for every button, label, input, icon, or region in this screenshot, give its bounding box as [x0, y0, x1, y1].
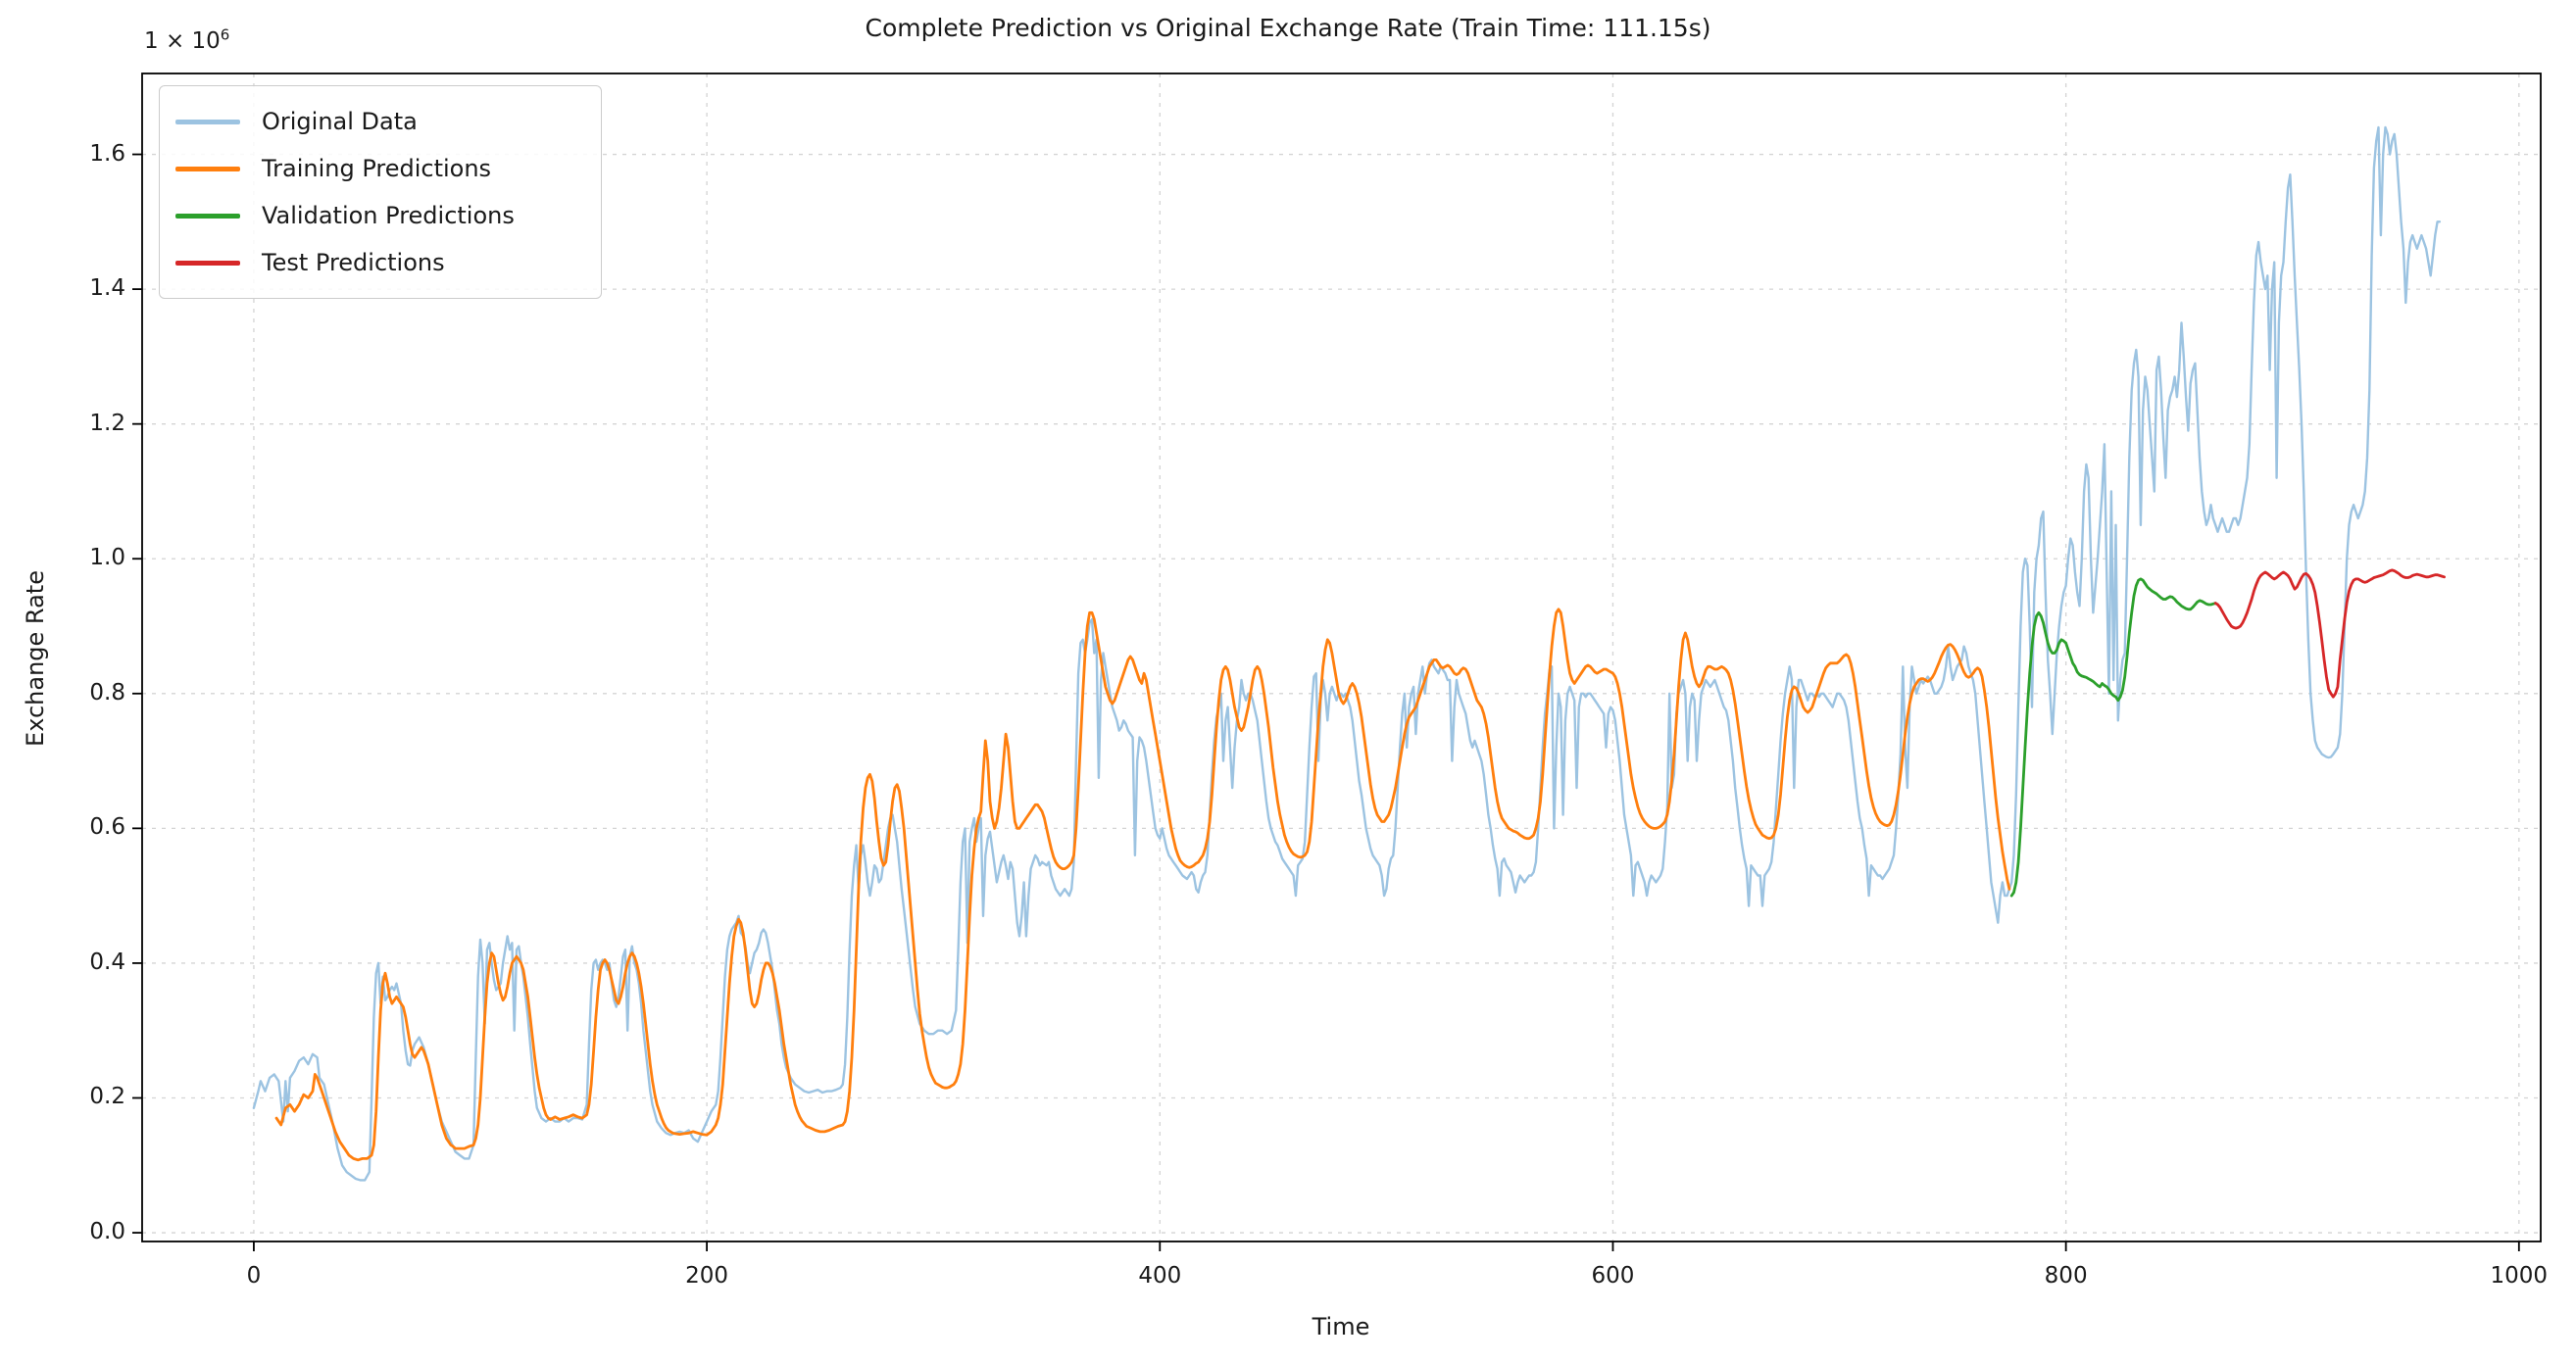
y-tick-label: 0.0 — [89, 1219, 125, 1245]
series-line-training-predictions — [274, 608, 2011, 1162]
test-predictions-line-swatch — [175, 260, 240, 266]
x-tick-label: 1000 — [2490, 1263, 2549, 1289]
x-tick-label: 800 — [2044, 1263, 2088, 1289]
x-tick-label: 600 — [1591, 1263, 1635, 1289]
legend: Original Data Training Predictions Valid… — [159, 85, 602, 299]
y-tick-label: 0.2 — [89, 1084, 125, 1110]
original-data-line-swatch — [175, 119, 240, 124]
legend-item-training-predictions: Training Predictions — [175, 145, 585, 192]
legend-label: Validation Predictions — [262, 202, 515, 229]
training-predictions-line-swatch — [175, 166, 240, 171]
x-tick-label: 400 — [1138, 1263, 1182, 1289]
legend-item-validation-predictions: Validation Predictions — [175, 192, 585, 239]
x-axis-label: Time — [1312, 1313, 1370, 1340]
y-tick-label: 0.8 — [89, 679, 125, 706]
chart-title: Complete Prediction vs Original Exchange… — [865, 14, 1711, 42]
legend-item-test-predictions: Test Predictions — [175, 239, 585, 286]
validation-predictions-line-swatch — [175, 213, 240, 219]
y-tick-label: 1.2 — [89, 410, 125, 436]
legend-label: Training Predictions — [262, 155, 492, 182]
x-tick-label: 200 — [685, 1263, 729, 1289]
y-tick-label: 0.6 — [89, 814, 125, 841]
y-tick-label: 0.4 — [89, 949, 125, 975]
x-tick-label: 0 — [246, 1263, 262, 1289]
series-line-test-predictions — [2213, 568, 2446, 699]
y-axis-label: Exchange Rate — [22, 570, 49, 747]
y-tick-label: 1.6 — [89, 140, 125, 167]
legend-label: Test Predictions — [262, 249, 445, 276]
series-line-original-data — [252, 125, 2442, 1182]
y-tick-label: 1.4 — [89, 275, 125, 302]
y-axis-offset-text: 1 × 106 — [144, 25, 230, 54]
plot-border — [141, 73, 2542, 1242]
series-line-validation-predictions — [2009, 577, 2217, 898]
legend-label: Original Data — [262, 108, 418, 135]
legend-item-original-data: Original Data — [175, 98, 585, 145]
y-tick-label: 1.0 — [89, 545, 125, 571]
